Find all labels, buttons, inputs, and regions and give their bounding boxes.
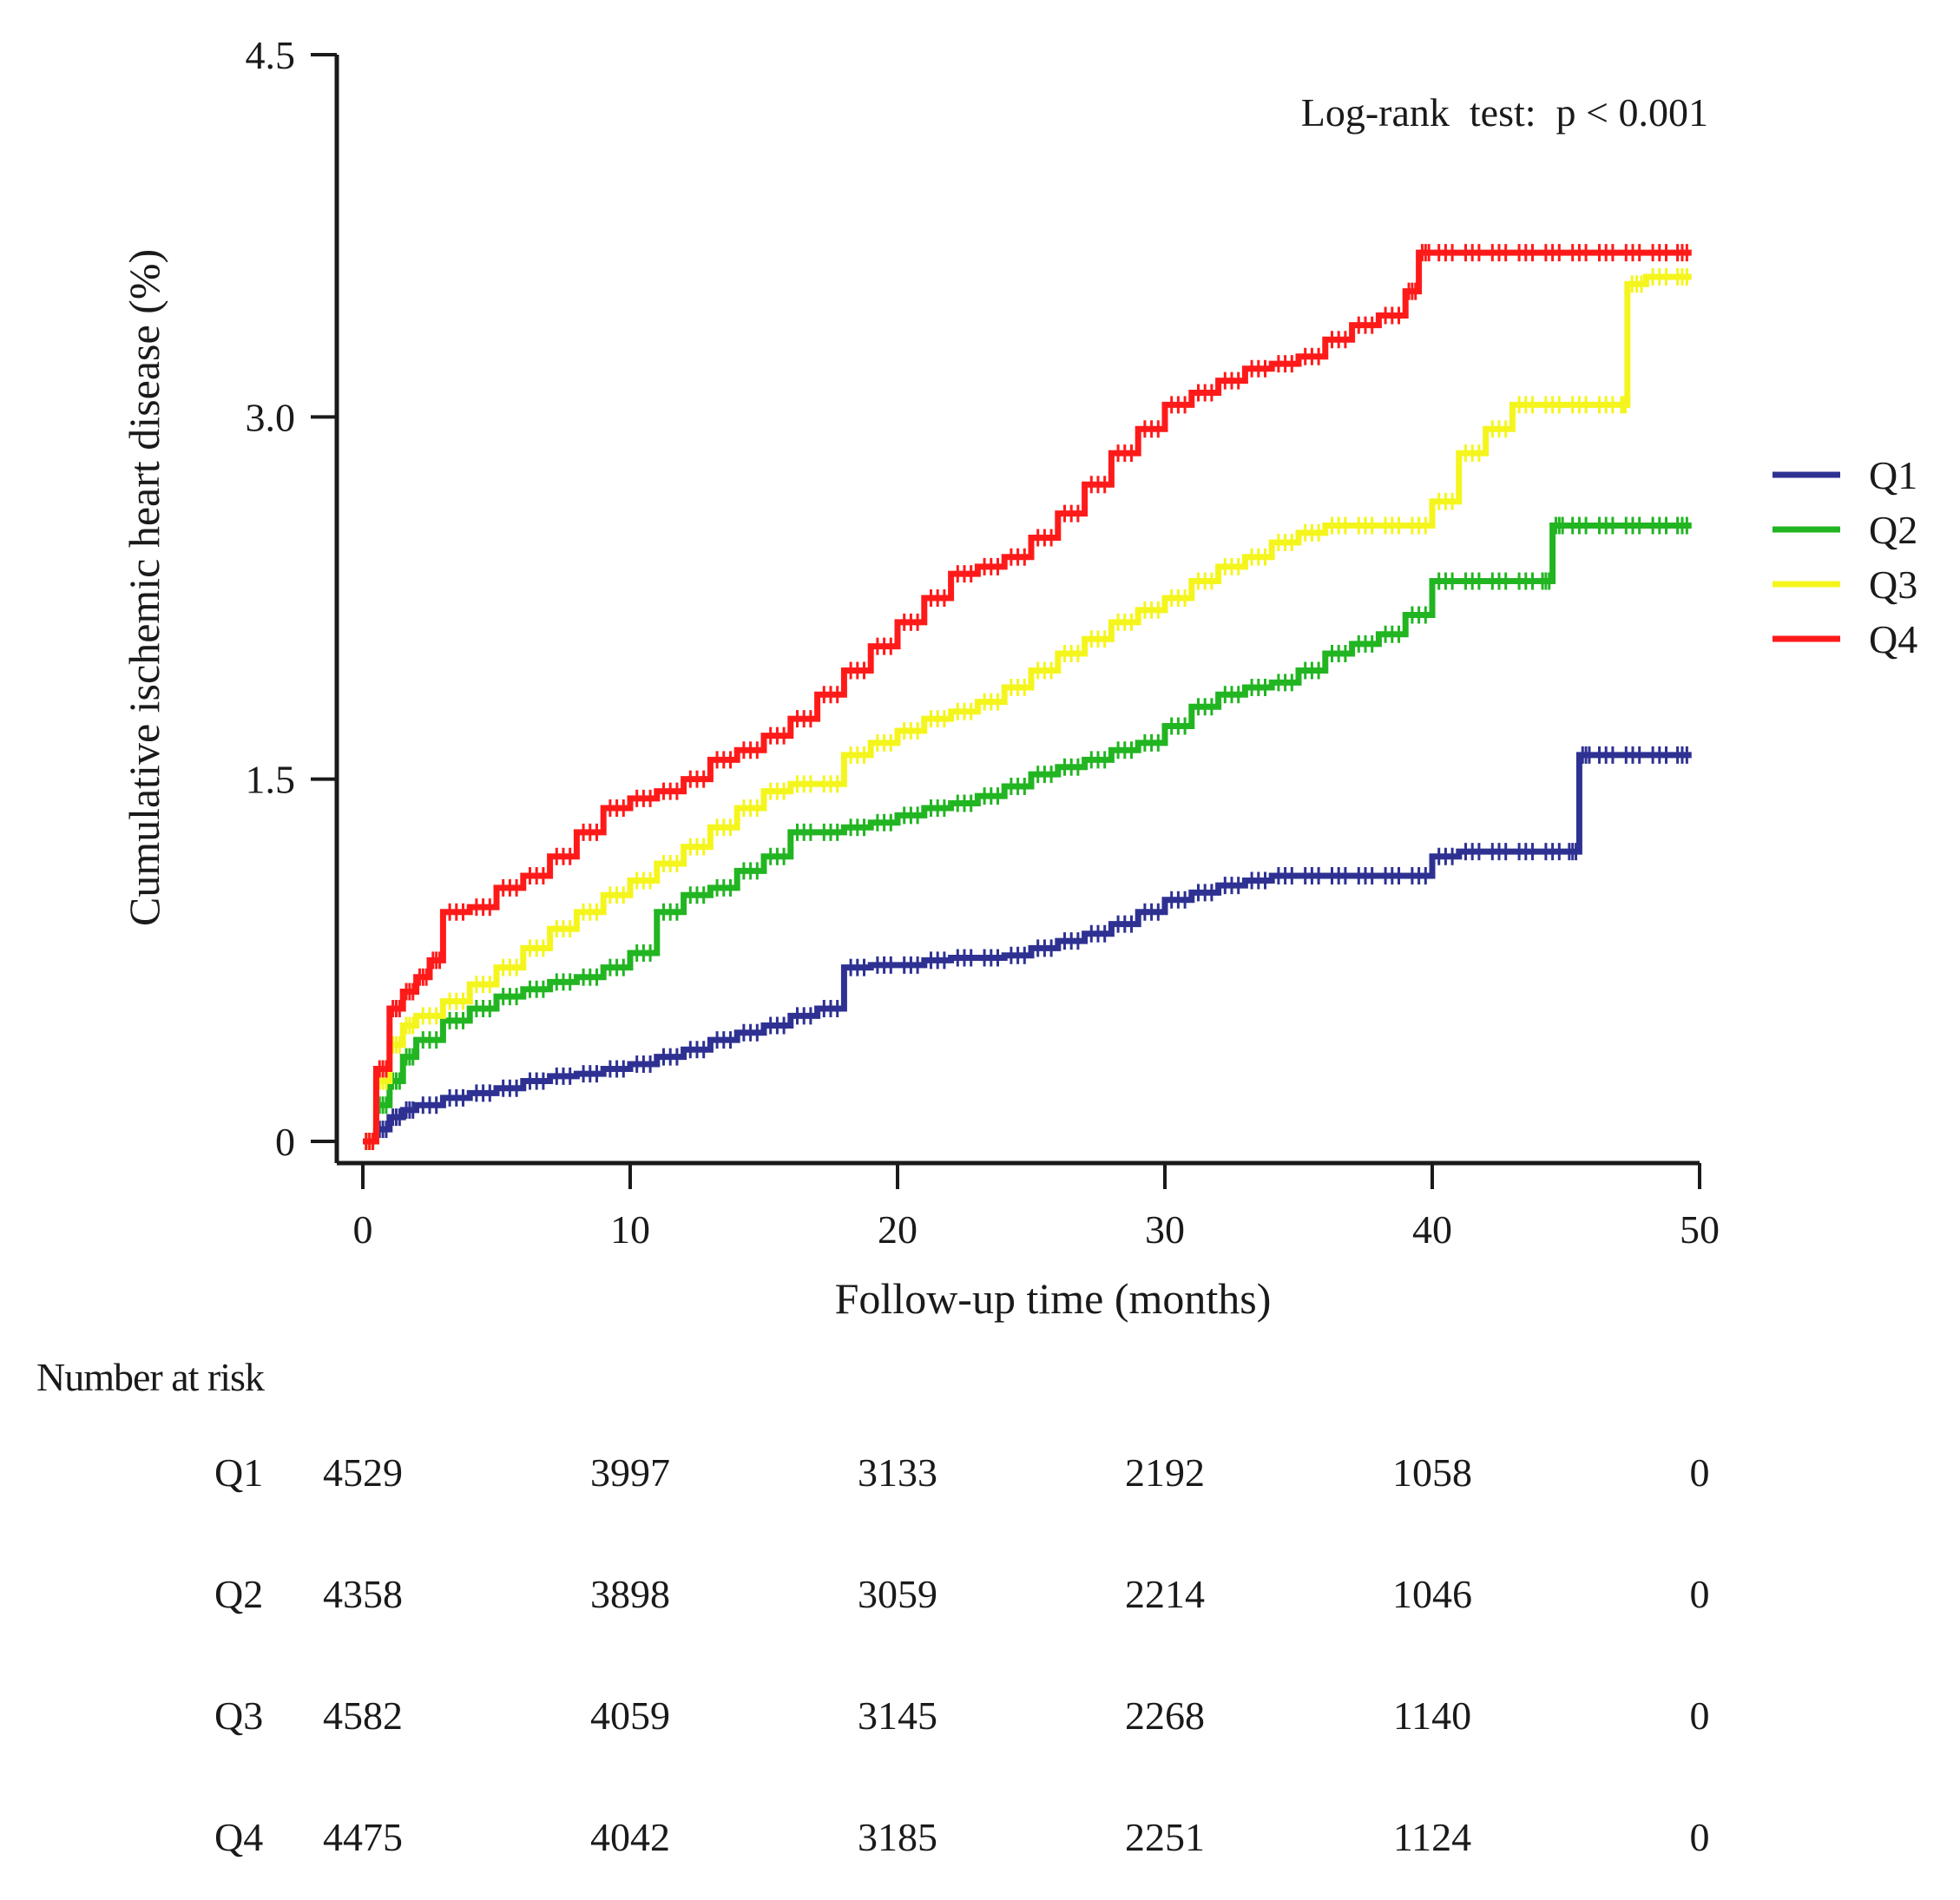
risk-group-label: Q1 [214,1450,264,1495]
risk-value: 3997 [590,1450,670,1495]
km-chart: 0 1.5 3.0 4.5 0 10 20 30 40 50 Cumulative ischem… [120,33,1917,1323]
series-line-q3 [363,273,1692,1145]
risk-value: 4475 [323,1815,403,1859]
series-line-q2 [363,523,1692,1145]
x-tick-label: 10 [610,1207,650,1252]
risk-value: 0 [1689,1815,1710,1859]
censor-marks-q4 [365,244,1688,1150]
series-line-q4 [363,249,1692,1145]
y-ticks: 0 1.5 3.0 4.5 [246,33,337,1164]
log-rank-annotation: Log-rank test: p < 0.001 [1301,90,1708,135]
series-q1 [363,746,1692,1150]
x-axis-title: Follow-up time (months) [835,1274,1272,1323]
risk-value: 3133 [858,1450,937,1495]
legend-label-q1: Q1 [1869,453,1917,497]
risk-value: 1058 [1392,1450,1472,1495]
censor-marks-q3 [365,267,1688,1150]
legend-label-q2: Q2 [1869,508,1917,552]
risk-value: 4358 [323,1572,403,1616]
legend-label-q4: Q4 [1869,617,1917,661]
series-group [363,244,1692,1150]
risk-group-label: Q3 [214,1693,264,1738]
risk-table-title: Number at risk [36,1355,265,1399]
risk-value: 3145 [858,1693,937,1738]
x-ticks: 0 10 20 30 40 50 [353,1163,1720,1252]
risk-value: 4529 [323,1450,403,1495]
risk-value: 1046 [1392,1572,1472,1616]
risk-value: 4042 [590,1815,670,1859]
x-tick-label: 20 [878,1207,918,1252]
risk-value: 2251 [1125,1815,1205,1859]
x-tick-label: 50 [1680,1207,1720,1252]
y-tick-label: 1.5 [246,758,296,802]
risk-value: 1140 [1392,1693,1472,1738]
censor-marks-q1 [365,746,1688,1150]
x-tick-label: 40 [1412,1207,1452,1252]
risk-table: Number at risk Q1 4529 3997 3133 2192 1058 0 Q2… [0,1354,1960,1892]
risk-value: 2268 [1125,1693,1205,1738]
risk-group-label: Q2 [214,1572,264,1616]
legend-label-q3: Q3 [1869,562,1917,607]
series-line-q1 [363,752,1692,1145]
y-axis-title: Cumulative ischemic heart disease (%) [120,249,168,926]
risk-value: 0 [1689,1450,1710,1495]
risk-value: 0 [1689,1693,1710,1738]
risk-value: 2192 [1125,1450,1205,1495]
risk-group-label: Q4 [214,1815,264,1859]
risk-value: 2214 [1125,1572,1205,1616]
risk-value: 3059 [858,1572,937,1616]
y-tick-label: 4.5 [246,33,296,77]
series-q4 [363,244,1692,1150]
censor-marks-q2 [365,516,1688,1150]
risk-value: 4059 [590,1693,670,1738]
risk-value: 1124 [1392,1815,1472,1859]
series-q2 [363,516,1692,1150]
y-tick-label: 0 [275,1120,295,1164]
legend: Q1 Q2 Q3 Q4 [1773,453,1917,661]
risk-value: 3185 [858,1815,937,1859]
risk-value: 3898 [590,1572,670,1616]
risk-value: 4582 [323,1693,403,1738]
y-tick-label: 3.0 [246,395,296,439]
risk-value: 0 [1689,1572,1710,1616]
x-tick-label: 30 [1145,1207,1185,1252]
x-tick-label: 0 [353,1207,373,1252]
series-q3 [363,267,1692,1150]
